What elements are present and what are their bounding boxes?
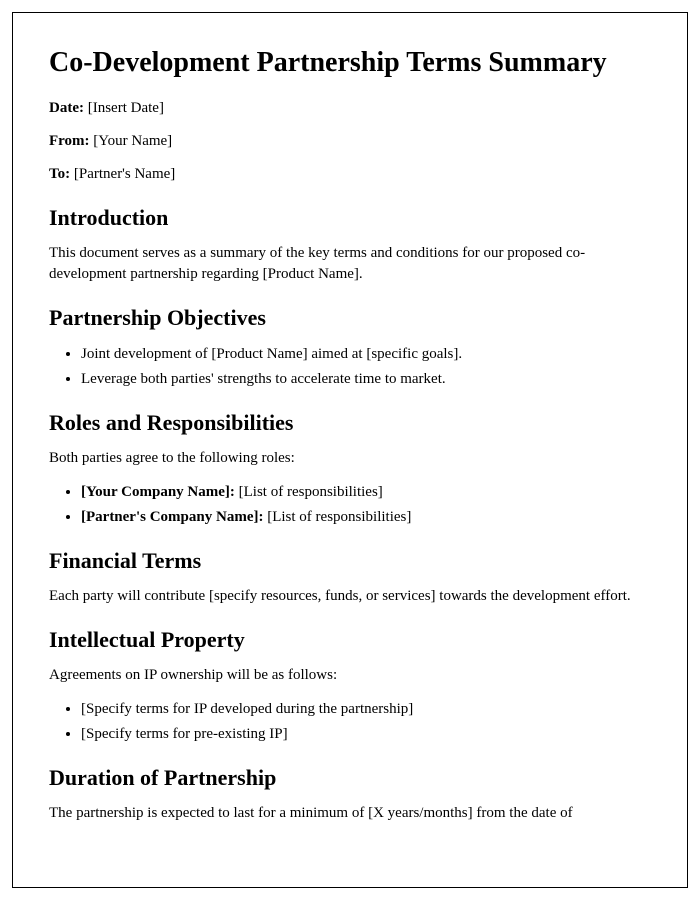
meta-from-value: [Your Name] (90, 133, 173, 149)
section-intro-ip: Agreements on IP ownership will be as fo… (49, 665, 651, 686)
meta-date-label: Date: (49, 100, 84, 116)
role-label: [Partner's Company Name]: (81, 509, 263, 525)
section-body-introduction: This document serves as a summary of the… (49, 243, 651, 285)
role-label: [Your Company Name]: (81, 484, 235, 500)
meta-from: From: [Your Name] (49, 131, 651, 152)
objectives-list: Joint development of [Product Name] aime… (81, 343, 651, 390)
meta-to-value: [Partner's Name] (70, 166, 175, 182)
list-item: [Specify terms for pre-existing IP] (81, 723, 651, 746)
meta-to-label: To: (49, 166, 70, 182)
role-value: [List of responsibilities] (235, 484, 383, 500)
document-frame: Co-Development Partnership Terms Summary… (12, 12, 688, 888)
section-heading-duration: Duration of Partnership (49, 765, 651, 791)
meta-date: Date: [Insert Date] (49, 98, 651, 119)
list-item: [Your Company Name]: [List of responsibi… (81, 481, 651, 504)
section-heading-objectives: Partnership Objectives (49, 305, 651, 331)
ip-list: [Specify terms for IP developed during t… (81, 698, 651, 745)
section-heading-introduction: Introduction (49, 205, 651, 231)
section-intro-roles: Both parties agree to the following role… (49, 448, 651, 469)
list-item: [Partner's Company Name]: [List of respo… (81, 506, 651, 529)
role-value: [List of responsibilities] (263, 509, 411, 525)
section-heading-ip: Intellectual Property (49, 627, 651, 653)
list-item: Leverage both parties' strengths to acce… (81, 368, 651, 391)
meta-from-label: From: (49, 133, 90, 149)
section-body-financial: Each party will contribute [specify reso… (49, 586, 651, 607)
document-title: Co-Development Partnership Terms Summary (49, 45, 651, 80)
meta-to: To: [Partner's Name] (49, 164, 651, 185)
list-item: [Specify terms for IP developed during t… (81, 698, 651, 721)
section-heading-roles: Roles and Responsibilities (49, 410, 651, 436)
roles-list: [Your Company Name]: [List of responsibi… (81, 481, 651, 528)
section-body-duration: The partnership is expected to last for … (49, 803, 651, 824)
meta-date-value: [Insert Date] (84, 100, 164, 116)
section-heading-financial: Financial Terms (49, 548, 651, 574)
list-item: Joint development of [Product Name] aime… (81, 343, 651, 366)
